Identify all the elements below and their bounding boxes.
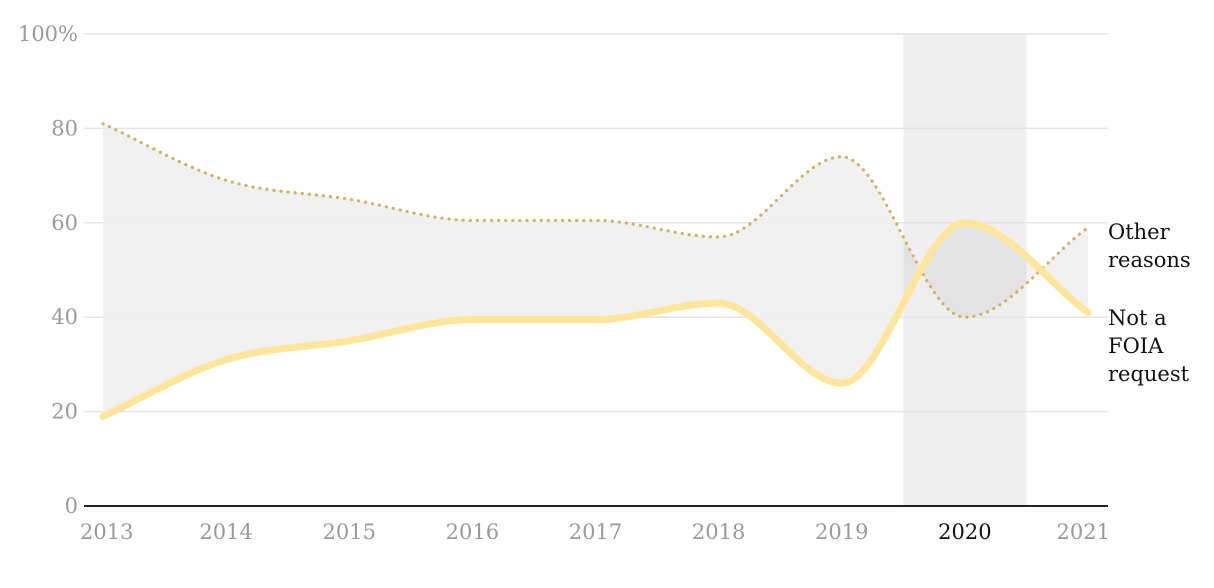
series-end-label: request (1108, 362, 1190, 386)
x-tick-label: 2015 (323, 520, 376, 544)
y-tick-label: 60 (51, 211, 78, 235)
x-tick-label: 2013 (80, 520, 133, 544)
x-tick-label: 2017 (569, 520, 622, 544)
x-axis-tick-labels: 2013 2014 2015 2016 2017 2018 2019 2020 2021 (80, 520, 1110, 544)
y-tick-label: 40 (51, 305, 78, 329)
series-line-other-reasons (101, 122, 1090, 319)
x-tick-label: 2019 (815, 520, 868, 544)
x-tick-label: 2018 (692, 520, 745, 544)
y-axis-tick-labels: 0 20 40 60 80 100% (18, 22, 78, 518)
y-tick-label: 20 (51, 400, 78, 424)
x-tick-label: 2014 (199, 520, 252, 544)
series-end-label: reasons (1108, 248, 1191, 272)
series-end-label: FOIA (1108, 334, 1164, 358)
y-tick-label: 80 (51, 116, 78, 140)
series-layer (99, 122, 1092, 420)
y-tick-label: 100% (18, 22, 78, 46)
x-tick-label: 2016 (446, 520, 499, 544)
x-tick-label: 2021 (1057, 520, 1110, 544)
gap-area-highlight (903, 222, 1027, 318)
x-tick-label: 2020 (938, 520, 991, 544)
series-end-label: Not a (1108, 306, 1167, 330)
gap-area-layer (103, 123, 1088, 417)
y-tick-label: 0 (65, 494, 78, 518)
series-end-labels: Other reasons Not a FOIA request (1108, 220, 1191, 386)
series-end-label: Other (1108, 220, 1171, 244)
series-line-not-a-foia-request (99, 219, 1092, 420)
gap-area (103, 123, 1088, 417)
